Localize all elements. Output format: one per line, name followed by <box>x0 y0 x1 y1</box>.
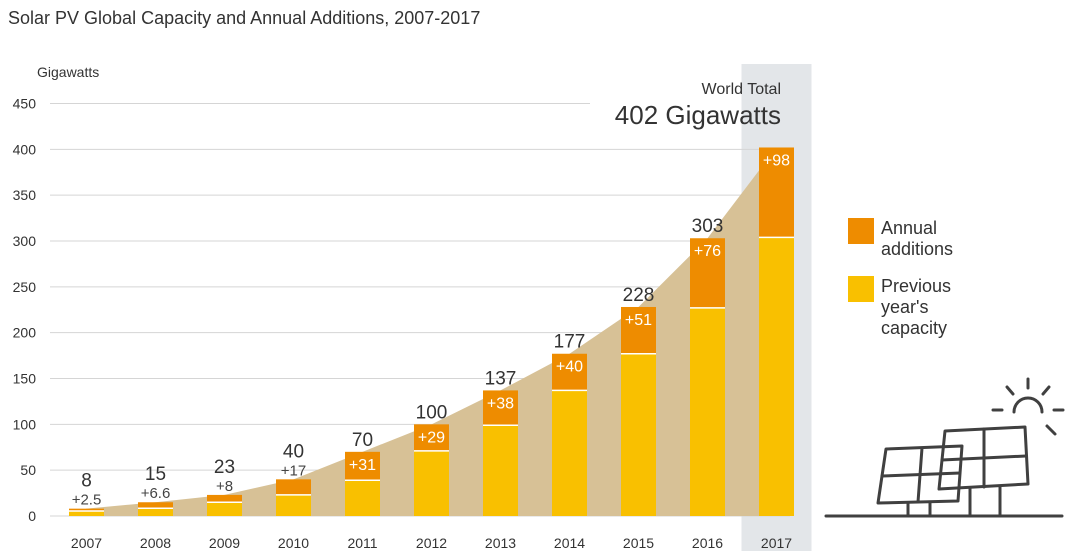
bar-annual-addition <box>621 306 656 354</box>
x-tick-label: 2012 <box>416 535 447 551</box>
world-total-caption: World Total <box>702 81 781 98</box>
addition-label: +8 <box>216 478 233 495</box>
bar-annual-addition <box>552 353 587 391</box>
total-label: 23 <box>214 457 235 478</box>
bar-annual-addition <box>138 502 173 509</box>
x-tick-labels: 2007 2008 2009 2010 2011 2012 2013 2014 2015 2016… <box>71 535 792 551</box>
addition-label: +17 <box>281 462 306 479</box>
legend-label: additions <box>881 239 953 259</box>
x-tick-label: 2008 <box>140 535 171 551</box>
world-total-value: 402 Gigawatts <box>615 100 781 130</box>
y-tick-label: 100 <box>13 416 37 432</box>
total-label: 303 <box>692 216 724 237</box>
addition-label: +31 <box>349 457 376 474</box>
addition-label: +29 <box>418 429 445 446</box>
x-tick-label: 2017 <box>761 535 792 551</box>
bar-previous-capacity <box>138 508 173 516</box>
total-label: 15 <box>145 464 166 485</box>
y-tick-label: 50 <box>20 462 36 478</box>
addition-label: +40 <box>556 359 583 376</box>
bar-previous-capacity <box>345 480 380 516</box>
bar-annual-addition <box>414 424 449 451</box>
bar-previous-capacity <box>483 425 518 516</box>
legend-label: year's <box>881 297 928 317</box>
bar-previous-capacity <box>759 237 794 517</box>
y-tick-label: 200 <box>13 325 37 341</box>
bars <box>69 147 794 517</box>
bar-previous-capacity <box>621 353 656 516</box>
x-tick-label: 2010 <box>278 535 309 551</box>
y-tick-label: 450 <box>13 95 37 111</box>
y-tick-label: 0 <box>28 508 36 524</box>
y-tick-labels: 0 50 100 150 200 250 300 350 400 450 <box>13 95 37 524</box>
legend-swatch <box>848 218 874 244</box>
growth-area-layer <box>69 147 794 516</box>
bar-annual-addition <box>207 494 242 503</box>
bar-annual-addition <box>483 390 518 426</box>
total-label: 100 <box>416 402 448 423</box>
total-label: 228 <box>623 285 655 306</box>
bar-annual-addition <box>759 147 794 238</box>
addition-label: +2.5 <box>72 492 102 509</box>
bar-previous-capacity <box>552 390 587 516</box>
y-tick-label: 350 <box>13 187 37 203</box>
legend-label: capacity <box>881 318 947 338</box>
total-label: 177 <box>554 332 586 353</box>
addition-label: +98 <box>763 152 790 169</box>
total-label: 70 <box>352 430 373 451</box>
bar-annual-addition <box>345 451 380 481</box>
addition-label: +76 <box>694 243 721 260</box>
x-tick-label: 2007 <box>71 535 102 551</box>
bar-annual-addition <box>69 508 104 511</box>
x-tick-label: 2009 <box>209 535 240 551</box>
bar-annual-addition <box>276 479 311 495</box>
legend-swatch <box>848 276 874 302</box>
x-tick-label: 2014 <box>554 535 585 551</box>
x-tick-label: 2016 <box>692 535 723 551</box>
addition-label: +38 <box>487 395 514 412</box>
bar-previous-capacity <box>414 450 449 516</box>
x-tick-label: 2015 <box>623 535 654 551</box>
bar-previous-capacity <box>690 307 725 516</box>
x-tick-label: 2013 <box>485 535 516 551</box>
total-label: 40 <box>283 441 304 462</box>
y-tick-label: 150 <box>13 370 37 386</box>
growth-area <box>69 147 794 516</box>
addition-label: +51 <box>625 312 652 329</box>
legend-label: Annual <box>881 218 937 238</box>
addition-label: +6.6 <box>141 485 171 502</box>
total-label: 8 <box>81 471 92 492</box>
bar-previous-capacity <box>207 502 242 516</box>
world-total-callout: World Total 402 Gigawatts <box>615 81 781 130</box>
y-axis-label: Gigawatts <box>37 64 99 80</box>
x-tick-label: 2011 <box>347 535 377 551</box>
y-tick-label: 250 <box>13 279 37 295</box>
y-tick-label: 300 <box>13 233 37 249</box>
bar-previous-capacity <box>69 510 104 516</box>
chart-title: Solar PV Global Capacity and Annual Addi… <box>8 8 480 28</box>
legend-label: Previous <box>881 276 951 296</box>
total-label: 137 <box>485 368 517 389</box>
bar-previous-capacity <box>276 494 311 516</box>
y-tick-label: 400 <box>13 141 37 157</box>
solar-panels-sun-icon <box>824 377 1065 518</box>
bar-annual-addition <box>690 238 725 308</box>
